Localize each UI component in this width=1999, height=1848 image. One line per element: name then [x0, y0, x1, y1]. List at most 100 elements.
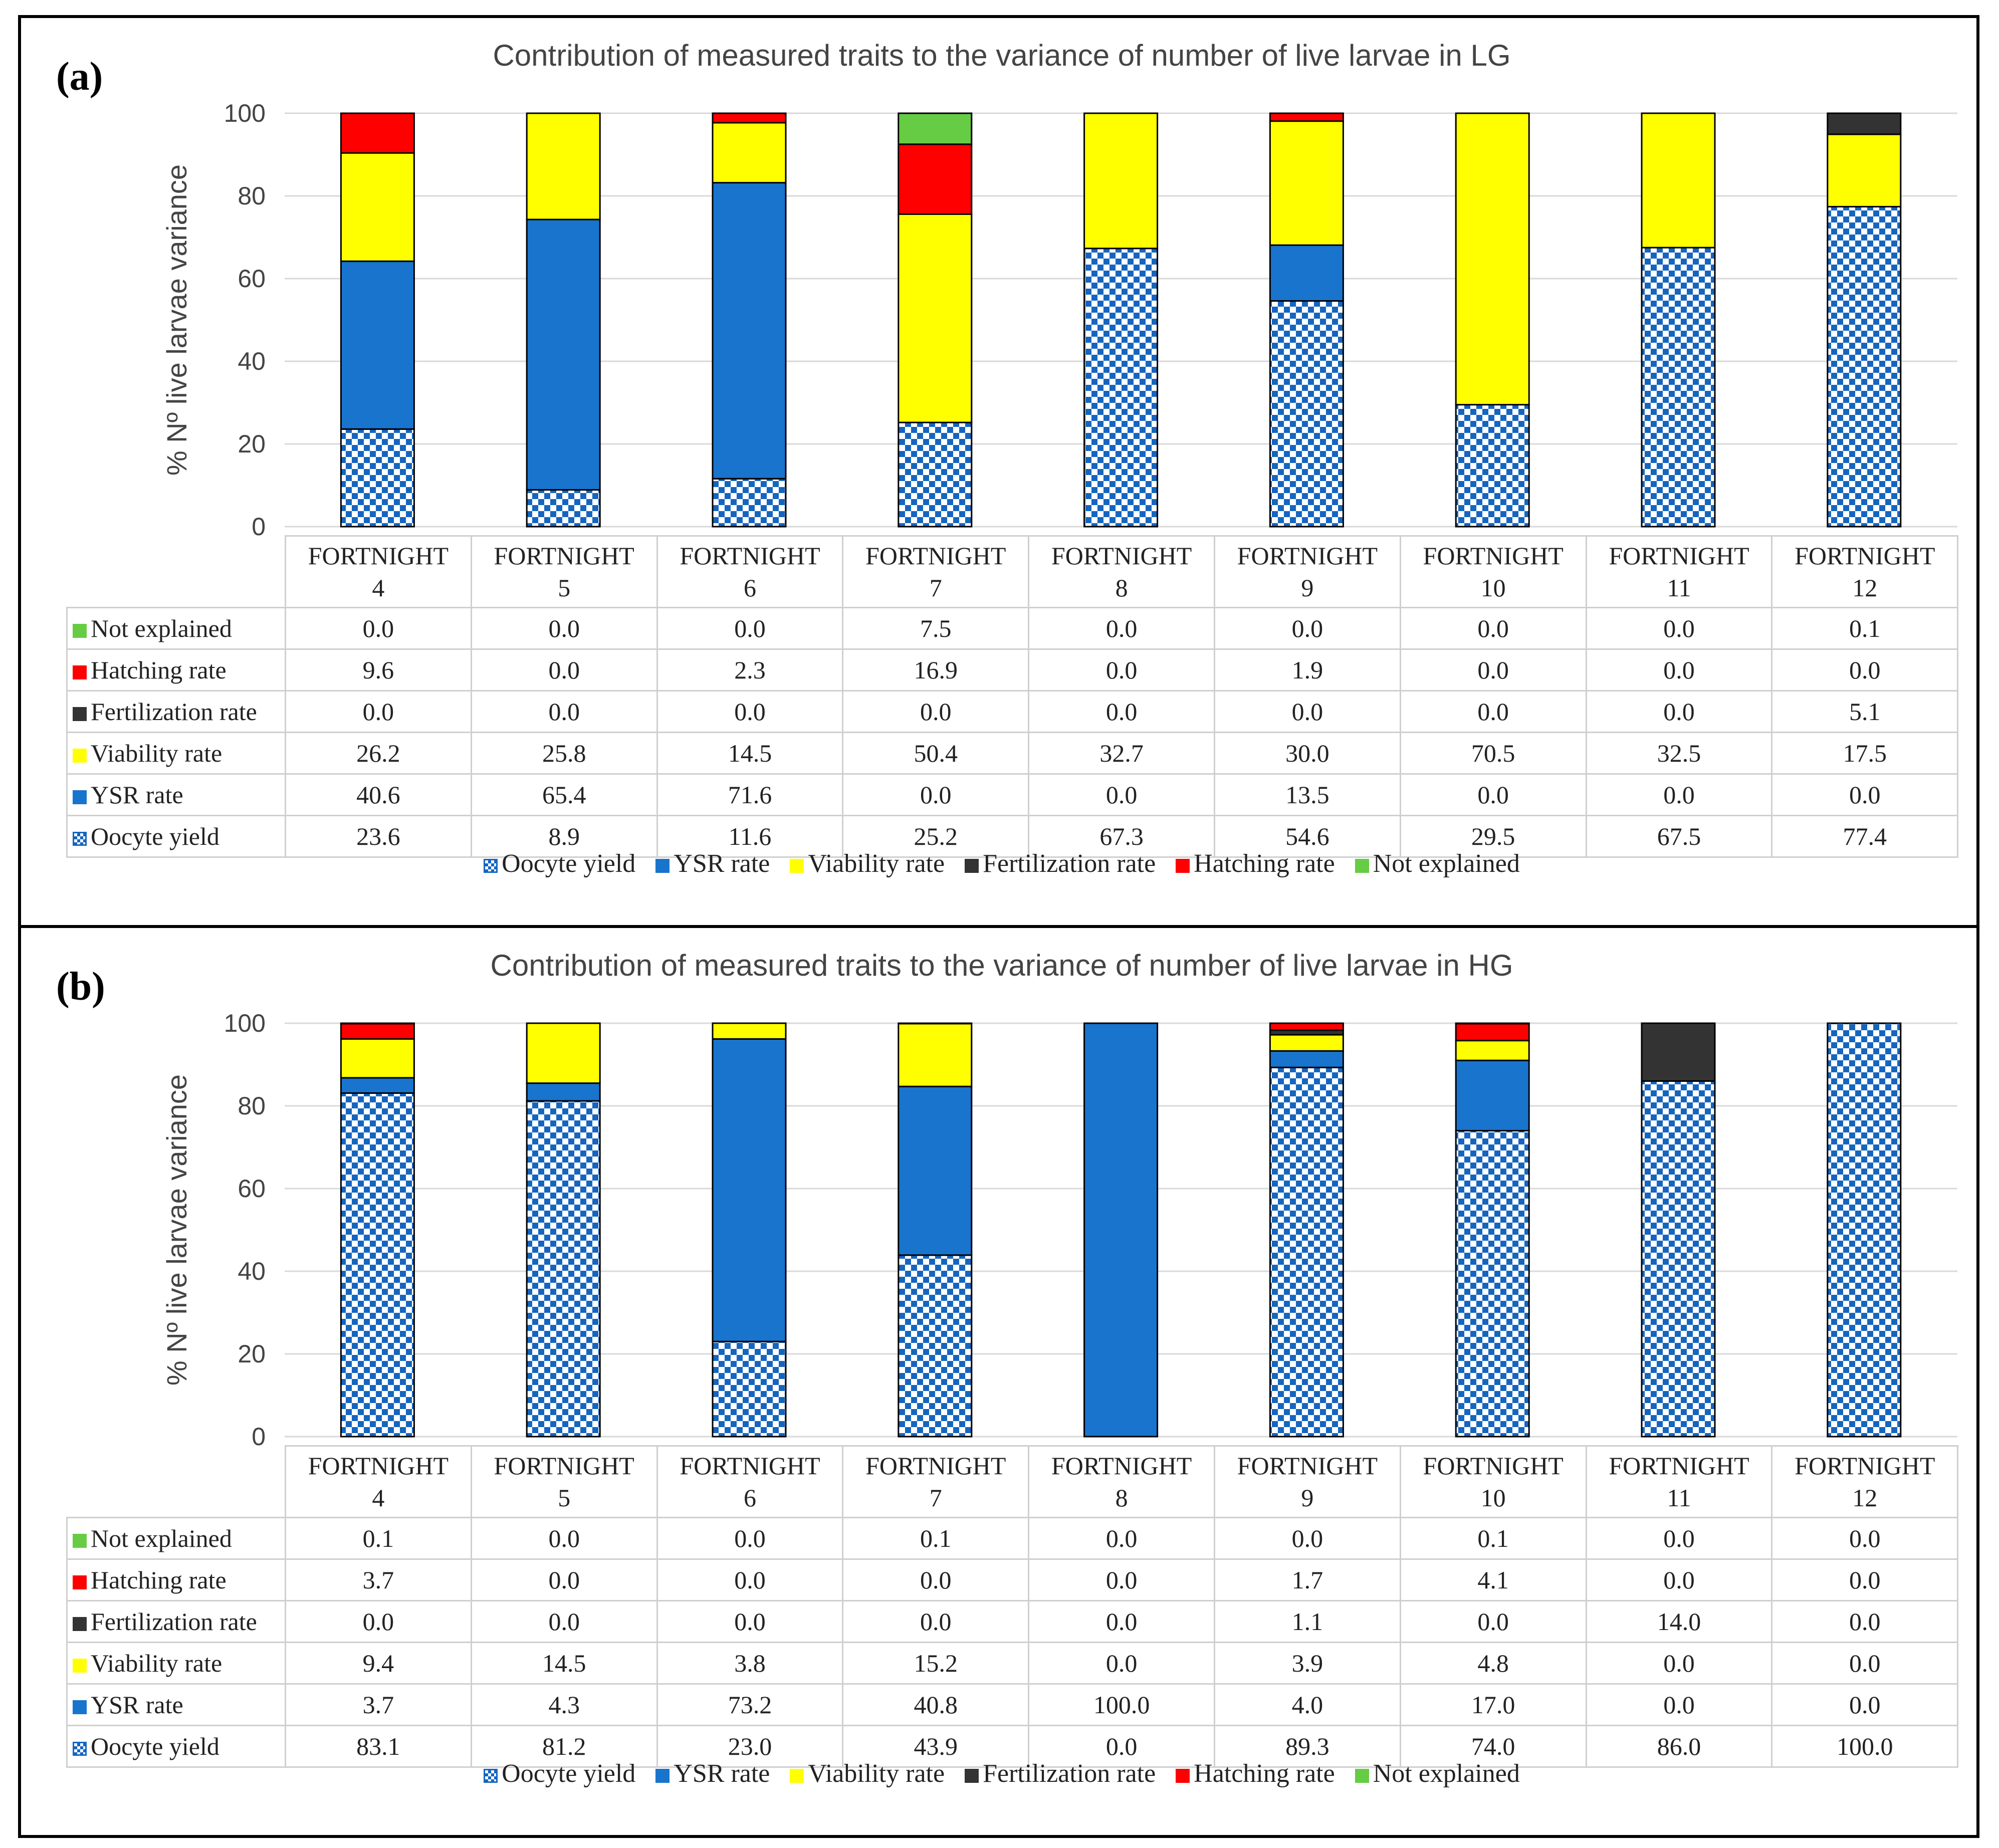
legend-swatch — [73, 1659, 87, 1673]
x-category-line: FORTNIGHT — [1051, 1452, 1192, 1480]
x-category-line: FORTNIGHT — [865, 542, 1006, 570]
table-cell: 0.0 — [842, 773, 1030, 816]
table-cell: 1.1 — [1213, 1600, 1401, 1643]
table-cell: 0.0 — [1399, 1600, 1587, 1643]
legend-item: Oocyte yield — [484, 849, 635, 878]
panel-label: (b) — [56, 965, 105, 1009]
x-category-line: FORTNIGHT — [308, 542, 449, 570]
table-cell: 0.0 — [470, 648, 658, 691]
x-category-label: FORTNIGHT 4 — [285, 1445, 472, 1518]
table-cell: 67.5 — [1585, 815, 1773, 858]
bar-oocyte — [1641, 247, 1716, 528]
table-cell: 0.1 — [285, 1517, 472, 1560]
table-cell: 3.7 — [285, 1558, 472, 1601]
x-category-label: FORTNIGHT 10 — [1399, 1445, 1587, 1518]
table-cell: 1.9 — [1213, 648, 1401, 691]
table-cell: 7.5 — [842, 607, 1030, 650]
bar-oocyte — [526, 489, 601, 528]
x-category-number: 6 — [743, 574, 756, 602]
x-category-number: 10 — [1480, 1484, 1506, 1512]
row-label-text: Oocyte yield — [91, 1732, 219, 1760]
x-category-number: 10 — [1480, 574, 1506, 602]
legend-label: Oocyte yield — [502, 1759, 636, 1788]
table-cell: 0.0 — [1585, 1642, 1773, 1685]
x-category-line: FORTNIGHT — [1237, 1452, 1378, 1480]
bar-oocyte — [712, 478, 787, 528]
bar-viability — [898, 1023, 973, 1087]
bar-not-explained — [898, 112, 973, 145]
table-row: Oocyte yield 23.6 8.9 11.6 25.2 67.3 54.6 29.5 6… — [66, 815, 1959, 858]
table-cell: 1.7 — [1213, 1558, 1401, 1601]
bar-ysr — [340, 1077, 415, 1094]
table-cell: 3.8 — [656, 1642, 844, 1685]
table-row: Viability rate 26.2 25.8 14.5 50.4 32.7 30.0 70… — [66, 732, 1959, 775]
table-cell: 100.0 — [1028, 1683, 1215, 1726]
legend-label: Fertilization rate — [983, 849, 1156, 878]
table-cell: 0.0 — [1585, 1683, 1773, 1726]
legend-swatch — [655, 859, 670, 873]
table-cell: 67.3 — [1028, 815, 1215, 858]
bar-viability — [526, 1022, 601, 1084]
table-cell: 16.9 — [842, 648, 1030, 691]
panel-a: (a) Contribution of measured traits to t… — [18, 15, 1979, 928]
table-cell: 0.0 — [1028, 1600, 1215, 1643]
table-cell: 23.0 — [656, 1725, 844, 1768]
table-cell: 0.0 — [1399, 648, 1587, 691]
legend-swatch — [73, 1617, 87, 1631]
table-cell: 0.0 — [1028, 1725, 1215, 1768]
legend-label: Viability rate — [808, 1759, 945, 1788]
table-cell: 0.0 — [1399, 773, 1587, 816]
bar-hatching — [712, 112, 787, 124]
legend-label: Oocyte yield — [502, 849, 636, 878]
table-row: Hatching rate 3.7 0.0 0.0 0.0 0.0 1.7 4.1 0.0 0.0 — [66, 1558, 1959, 1601]
x-category-label: FORTNIGHT 11 — [1585, 535, 1773, 608]
table-cell: 25.2 — [842, 815, 1030, 858]
table-row: Fertilization rate 0.0 0.0 0.0 0.0 0.0 1.1 0.0 1… — [66, 1600, 1959, 1643]
x-category-label: FORTNIGHT 11 — [1585, 1445, 1773, 1518]
x-category-label: FORTNIGHT 12 — [1771, 535, 1959, 608]
bar-viability — [340, 1038, 415, 1079]
legend-swatch — [73, 707, 87, 721]
x-category-line: FORTNIGHT — [680, 1452, 820, 1480]
table-cell: 11.6 — [656, 815, 844, 858]
table-cell: 100.0 — [1771, 1725, 1959, 1768]
bar-viability — [898, 213, 973, 423]
row-label: Viability rate — [66, 732, 286, 775]
table-row: Fertilization rate 0.0 0.0 0.0 0.0 0.0 0.0 0.0 0… — [66, 690, 1959, 733]
bar-ysr — [1455, 1059, 1530, 1131]
x-category-number: 11 — [1667, 574, 1691, 602]
x-category-number: 12 — [1852, 574, 1878, 602]
x-category-number: 12 — [1852, 1484, 1878, 1512]
legend-label: Viability rate — [808, 849, 945, 878]
legend-swatch — [790, 1769, 804, 1783]
table-cell: 0.0 — [842, 690, 1030, 733]
x-category-line: FORTNIGHT — [494, 1452, 634, 1480]
bar-oocyte — [1269, 1066, 1344, 1438]
row-label-text: Hatching rate — [91, 1566, 227, 1594]
bar-viability — [1269, 1034, 1344, 1052]
table-cell: 0.0 — [1771, 648, 1959, 691]
bar-hatching — [1269, 112, 1344, 122]
table-cell: 74.0 — [1399, 1725, 1587, 1768]
row-label: Not explained — [66, 1517, 286, 1560]
bar-viability — [340, 152, 415, 262]
x-category-number: 5 — [558, 1484, 571, 1512]
legend-item: Fertilization rate — [965, 849, 1156, 878]
row-label: Hatching rate — [66, 648, 286, 691]
bar-viability — [1827, 133, 1902, 207]
table-row: Not explained 0.0 0.0 0.0 7.5 0.0 0.0 0.0 0.0 0.1 — [66, 607, 1959, 650]
bar-viability — [712, 1022, 787, 1040]
legend-item: Hatching rate — [1176, 849, 1335, 878]
row-label-text: YSR rate — [91, 1691, 183, 1719]
row-label: Not explained — [66, 607, 286, 650]
legend-label: Fertilization rate — [983, 1759, 1156, 1788]
x-category-label: FORTNIGHT 8 — [1028, 1445, 1215, 1518]
table-cell: 0.0 — [285, 690, 472, 733]
legend-label: Hatching rate — [1194, 849, 1335, 878]
table-cell: 0.1 — [1399, 1517, 1587, 1560]
table-cell: 0.0 — [1771, 1558, 1959, 1601]
table-cell: 89.3 — [1213, 1725, 1401, 1768]
bar-viability — [1083, 112, 1159, 250]
legend-swatch — [1176, 859, 1190, 873]
